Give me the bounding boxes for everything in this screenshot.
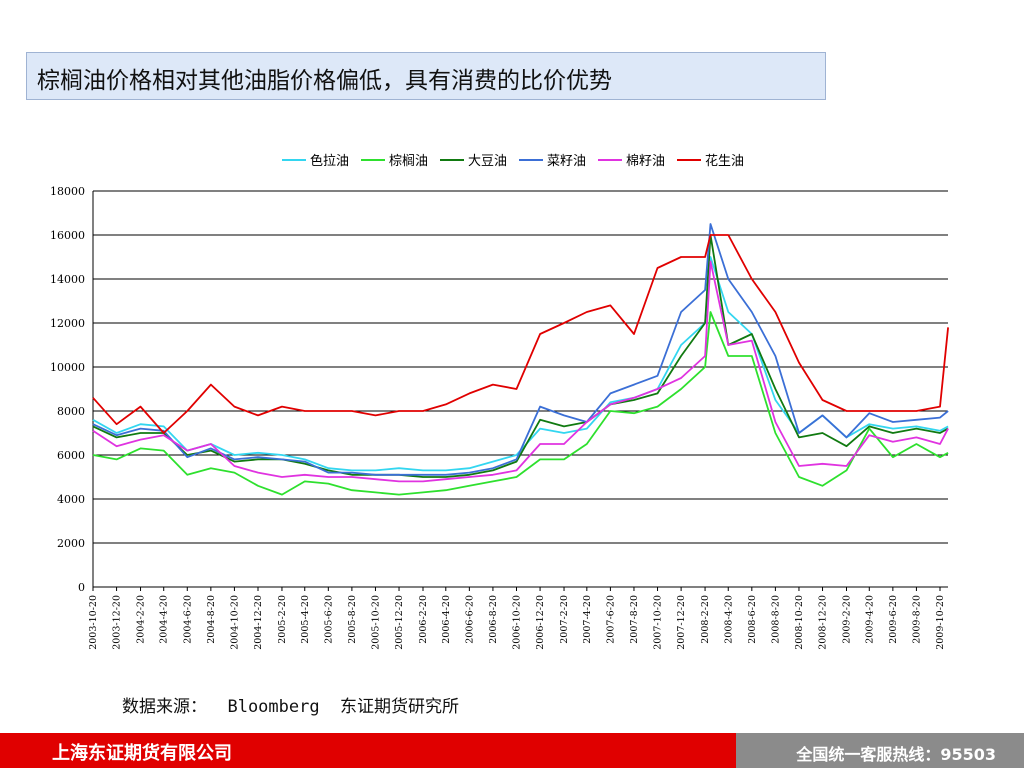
series-line: [92, 234, 949, 478]
legend-label: 棕榈油: [389, 154, 428, 169]
page-title: 棕榈油价格相对其他油脂价格偏低，具有消费的比价优势: [37, 68, 612, 94]
x-tick-label: 2006-2-20: [418, 595, 429, 644]
y-tick-label: 10000: [50, 361, 85, 374]
y-tick-label: 8000: [57, 405, 85, 418]
x-tick-label: 2006-12-20: [535, 595, 546, 650]
x-tick-label: 2006-8-20: [488, 595, 499, 644]
x-tick-label: 2009-8-20: [911, 595, 922, 644]
x-tick-label: 2008-6-20: [747, 595, 758, 644]
y-tick-label: 14000: [50, 273, 85, 286]
x-tick-label: 2005-10-20: [370, 595, 381, 650]
x-tick-label: 2007-10-20: [653, 595, 664, 650]
y-tick-label: 4000: [57, 493, 85, 506]
x-tick-label: 2005-2-20: [277, 595, 288, 644]
legend-label: 菜籽油: [547, 154, 586, 169]
price-line-chart: 0 2000 4000 6000 8000 10000 12000 14000 16000 180…: [50, 153, 949, 650]
x-tick-label: 2004-2-20: [136, 595, 147, 644]
x-tick-label: 2007-6-20: [605, 595, 616, 644]
x-tick-label: 2003-12-20: [112, 595, 123, 650]
x-tick-label: 2005-6-20: [323, 595, 334, 644]
title-box: 棕榈油价格相对其他油脂价格偏低，具有消费的比价优势: [26, 52, 826, 100]
x-tick-label: 2008-4-20: [723, 595, 734, 644]
x-tick-label: 2008-2-20: [700, 595, 711, 644]
x-tick-label: 2003-10-20: [88, 595, 99, 650]
x-tick-label: 2005-4-20: [300, 595, 311, 644]
footer-hotline: 全国统一客服热线：95503: [796, 745, 996, 764]
series-line: [92, 256, 949, 472]
footer-hotline-box: 全国统一客服热线：95503: [736, 733, 1024, 768]
y-tick-label: 0: [78, 581, 85, 594]
y-tick-label: 2000: [57, 537, 85, 550]
data-source: 数据来源： Bloomberg 东证期货研究所: [122, 697, 460, 717]
y-tick-label: 6000: [57, 449, 85, 462]
x-tick-label: 2007-4-20: [582, 595, 593, 644]
x-tick-label: 2004-6-20: [182, 595, 193, 644]
x-tick-label: 2004-10-20: [229, 595, 240, 650]
x-tick-label: 2004-8-20: [206, 595, 217, 644]
x-tick-label: 2007-2-20: [559, 595, 570, 644]
series-line: [92, 260, 949, 483]
series-line: [92, 234, 949, 434]
x-tick-label: 2006-6-20: [464, 595, 475, 644]
x-tick-label: 2006-4-20: [441, 595, 452, 644]
x-tick-label: 2009-6-20: [888, 595, 899, 644]
legend-label: 大豆油: [468, 154, 507, 169]
x-tick-label: 2008-8-20: [770, 595, 781, 644]
footer-company: 上海东证期货有限公司: [52, 743, 232, 764]
x-tick-label: 2008-12-20: [818, 595, 829, 650]
x-tick-label: 2008-10-20: [794, 595, 805, 650]
legend-label: 棉籽油: [626, 154, 665, 169]
x-tick-label: 2004-4-20: [159, 595, 170, 644]
x-tick-label: 2007-12-20: [676, 595, 687, 650]
series-line: [92, 311, 949, 496]
x-tick-label: 2004-12-20: [253, 595, 264, 650]
legend-label: 色拉油: [310, 153, 349, 169]
x-tick-label: 2007-8-20: [629, 595, 640, 644]
x-tick-label: 2005-8-20: [347, 595, 358, 644]
y-tick-label: 18000: [50, 185, 85, 198]
series-line: [92, 223, 949, 476]
x-tick-label: 2009-10-20: [935, 595, 946, 650]
x-tick-label: 2009-4-20: [864, 595, 875, 644]
x-tick-label: 2005-12-20: [394, 595, 405, 650]
x-tick-label: 2009-2-20: [841, 595, 852, 644]
y-tick-label: 12000: [50, 317, 85, 330]
x-tick-label: 2006-10-20: [512, 595, 523, 650]
footer-bar: 上海东证期货有限公司 全国统一客服热线：95503: [0, 733, 1024, 768]
y-tick-label: 16000: [50, 229, 85, 242]
legend-label: 花生油: [705, 153, 744, 169]
